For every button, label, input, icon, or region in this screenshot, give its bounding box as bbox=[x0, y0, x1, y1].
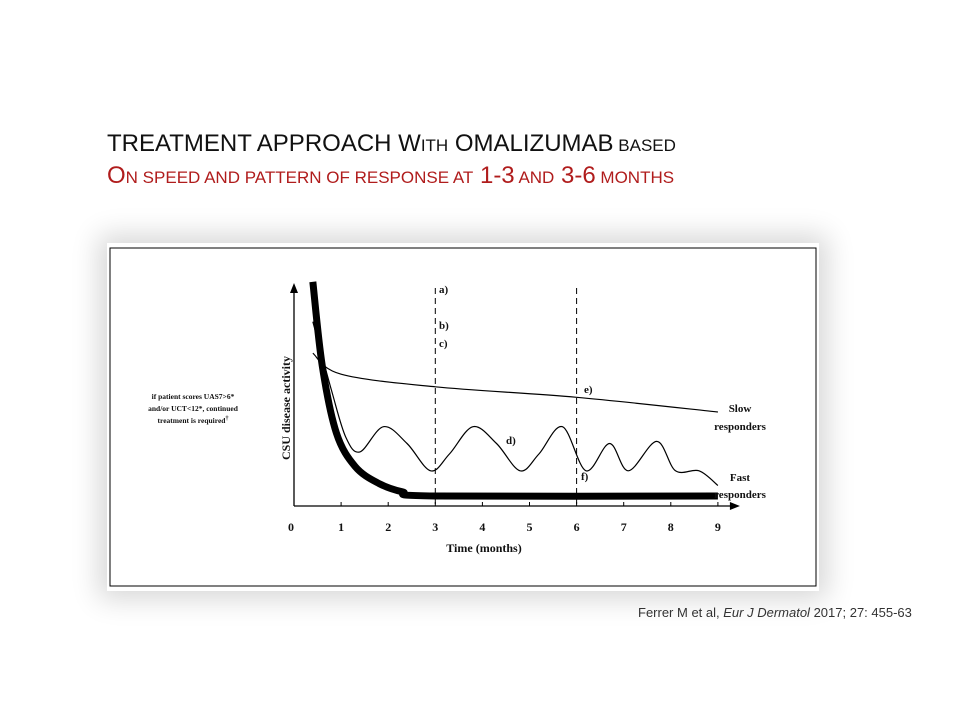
x-tick-label: 6 bbox=[574, 520, 580, 534]
fast-label-line-1: Fast bbox=[730, 472, 751, 484]
slow-responders-line bbox=[312, 352, 718, 413]
line2-segment: MONTHS bbox=[595, 168, 675, 187]
citation-details: 2017; 27: 455-63 bbox=[809, 605, 912, 620]
label-c: c) bbox=[439, 338, 448, 350]
slow-label-line-1: Slow bbox=[729, 403, 752, 415]
fast-responders-line bbox=[309, 281, 718, 500]
line2-segment: 1-3 bbox=[473, 162, 515, 189]
x-axis-arrow bbox=[729, 502, 740, 510]
title-line-2: ON SPEED AND PATTERN OF RESPONSE AT 1-3 … bbox=[107, 161, 676, 193]
x-tick-label: 9 bbox=[715, 520, 721, 534]
citation-journal: Eur J Dermatol bbox=[723, 605, 810, 620]
y-axis-label: CSU disease activity bbox=[279, 356, 293, 460]
line1-segment: ITH bbox=[420, 136, 449, 155]
chart-figure: if patient scores UAS7>6* and/or UCT<12*… bbox=[107, 243, 819, 591]
response-chart: if patient scores UAS7>6* and/or UCT<12*… bbox=[109, 247, 817, 587]
x-tick-label: 8 bbox=[668, 520, 674, 534]
x-tick-label: 4 bbox=[479, 520, 485, 534]
note-text: if patient scores UAS7>6* and/or UCT<12*… bbox=[148, 392, 239, 425]
fast-label-line-2: responders bbox=[714, 489, 766, 501]
citation: Ferrer M et al, Eur J Dermatol 2017; 27:… bbox=[638, 605, 912, 620]
label-d: d) bbox=[506, 435, 516, 447]
line2-segment: N SPEED AND PATTERN OF RESPONSE AT bbox=[125, 168, 474, 187]
line1-segment: BASED bbox=[613, 136, 676, 155]
title-line-1: TREATMENT APPROACH WITH OMALIZUMAB BASED bbox=[107, 129, 676, 161]
x-tick-label: 7 bbox=[621, 520, 627, 534]
y-axis-arrow bbox=[290, 283, 298, 293]
note-line-1: if patient scores UAS7>6* bbox=[152, 392, 235, 401]
oscillating-response-line bbox=[312, 321, 719, 486]
note-line-3: treatment is required† bbox=[158, 416, 229, 425]
x-axis-label: Time (months) bbox=[446, 541, 521, 555]
x-tick-label: 1 bbox=[338, 520, 344, 534]
slow-label-line-2: responders bbox=[714, 421, 766, 433]
label-b: b) bbox=[439, 320, 449, 332]
plot-area: 0 1 2 3 4 5 6 7 8 9 bbox=[288, 281, 740, 534]
line2-segment: AND bbox=[514, 168, 555, 187]
label-e: e) bbox=[584, 384, 593, 396]
line2-segment: O bbox=[107, 162, 126, 189]
label-f: f) bbox=[581, 471, 589, 483]
citation-authors: Ferrer M et al, bbox=[638, 605, 724, 620]
x-tick-label: 3 bbox=[432, 520, 438, 534]
line1-segment: W bbox=[391, 130, 421, 157]
x-tick-label: 2 bbox=[385, 520, 391, 534]
line2-segment: 3-6 bbox=[554, 162, 596, 189]
chart-frame bbox=[109, 247, 817, 587]
x-tick-label: 0 bbox=[288, 520, 294, 534]
slide-title: TREATMENT APPROACH WITH OMALIZUMAB BASED… bbox=[107, 129, 676, 193]
note-line-2: and/or UCT<12*, continued bbox=[148, 404, 239, 413]
label-a: a) bbox=[439, 284, 449, 296]
line1-segment: OMALIZUMAB bbox=[448, 130, 614, 157]
chart-labels: a) b) c) d) e) f) Slow responders Fast r… bbox=[279, 284, 767, 555]
x-tick-label: 5 bbox=[527, 520, 533, 534]
line1-segment: TREATMENT APPROACH bbox=[107, 130, 392, 157]
